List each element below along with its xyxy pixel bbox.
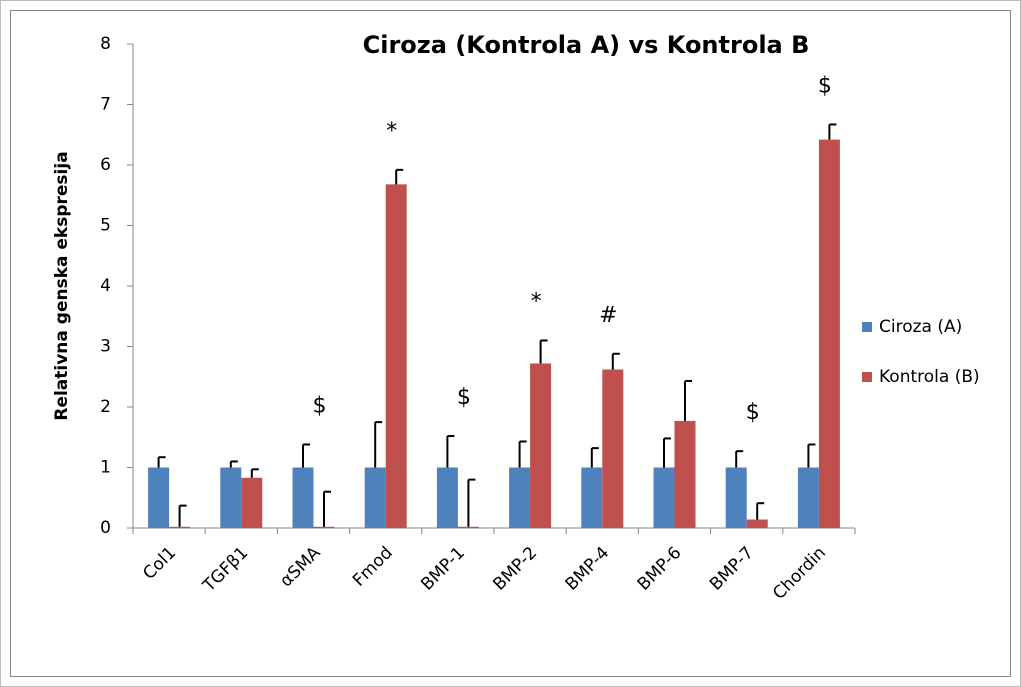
chart-title: Ciroza (Kontrola A) vs Kontrola B [363,31,810,59]
bar [313,526,335,528]
annotation: * [386,119,397,144]
legend-label: Ciroza (A) [879,317,962,337]
legend-swatch [862,322,872,332]
bar [797,467,819,528]
bar [818,139,840,528]
bar [725,467,747,528]
bar [148,467,170,528]
annotation: * [531,289,542,314]
y-tick-label: 8 [100,34,111,54]
annotation: $ [313,394,327,419]
annotation: $ [746,400,760,425]
y-tick-label: 6 [100,155,111,175]
annotation: $ [457,385,471,410]
bar [509,467,531,528]
legend-label: Kontrola (B) [879,367,980,387]
chart-frame [10,10,1011,677]
bar [746,519,768,528]
legend-swatch [862,372,872,382]
bar [653,467,675,528]
bar [385,184,407,529]
y-tick-label: 1 [100,458,111,478]
bar [457,526,479,528]
bar [292,467,314,528]
y-tick-label: 7 [100,95,111,115]
y-tick-label: 4 [100,276,111,296]
bar [169,526,191,528]
bar [674,420,696,528]
bar [602,369,624,528]
bar [436,467,458,528]
y-tick-label: 3 [100,337,111,357]
annotation: $ [818,73,832,98]
y-tick-label: 5 [100,216,111,236]
bar [364,467,386,528]
y-tick-label: 2 [100,397,111,417]
bar [581,467,603,528]
y-tick-label: 0 [100,518,111,538]
bar [220,467,242,528]
annotation: # [599,303,617,328]
bar [241,477,263,528]
y-axis-label: Relativna genska ekspresija [52,151,72,420]
bar [530,363,552,528]
